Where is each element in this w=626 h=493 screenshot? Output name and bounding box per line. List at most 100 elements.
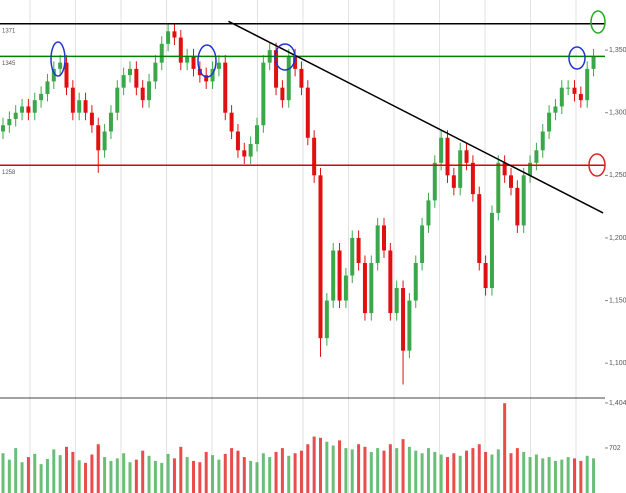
volume-bar bbox=[211, 455, 215, 493]
volume-bar bbox=[249, 460, 253, 493]
candle-body bbox=[420, 225, 425, 263]
candle-body bbox=[235, 131, 240, 151]
candle-body bbox=[432, 162, 437, 201]
volume-bar bbox=[14, 448, 18, 493]
volume-bar bbox=[490, 454, 494, 493]
candle-body bbox=[458, 150, 463, 188]
candle-body bbox=[343, 275, 348, 301]
volume-bar bbox=[426, 448, 430, 493]
candle-body bbox=[496, 162, 501, 213]
volume-bar bbox=[109, 460, 113, 493]
candle-body bbox=[166, 31, 171, 44]
volume-bar bbox=[357, 444, 361, 493]
volume-bar bbox=[363, 446, 367, 493]
volume-bar bbox=[20, 462, 24, 493]
candle-body bbox=[439, 137, 444, 163]
volume-bar bbox=[1, 453, 5, 493]
candle-body bbox=[45, 81, 50, 94]
candle-body bbox=[502, 162, 507, 176]
volume-bar bbox=[592, 458, 596, 493]
candle-body bbox=[331, 250, 336, 301]
candle-body bbox=[413, 262, 418, 301]
candle-body bbox=[229, 112, 234, 132]
candle-body bbox=[191, 56, 196, 69]
candle-body bbox=[280, 87, 285, 101]
volume-bar bbox=[414, 450, 418, 493]
volume-bar bbox=[45, 459, 49, 493]
candle-body bbox=[96, 125, 101, 151]
candle-body bbox=[572, 87, 577, 94]
candle-body bbox=[534, 150, 539, 163]
candle-body bbox=[178, 37, 183, 63]
volume-bar bbox=[484, 451, 488, 493]
volume-bar bbox=[84, 462, 88, 493]
volume-bar bbox=[71, 451, 75, 493]
candle-body bbox=[585, 68, 590, 101]
candle-body bbox=[445, 137, 450, 176]
volume-bar bbox=[160, 462, 164, 493]
volume-bar bbox=[573, 458, 576, 493]
volume-bar bbox=[395, 448, 399, 493]
volume-bar bbox=[344, 448, 348, 493]
volume-bar bbox=[496, 449, 500, 493]
candle-body bbox=[489, 212, 494, 289]
candle-body bbox=[261, 62, 266, 126]
candle-body bbox=[293, 56, 298, 69]
volume-bar bbox=[261, 453, 265, 493]
volume-bar bbox=[388, 444, 392, 493]
candle-body bbox=[299, 68, 304, 88]
candle-body bbox=[32, 100, 37, 113]
candle-body bbox=[451, 175, 456, 188]
candle-body bbox=[540, 131, 545, 151]
candle-body bbox=[242, 150, 247, 157]
volume-bar bbox=[560, 459, 564, 493]
volume-bar bbox=[7, 459, 11, 493]
candle-body bbox=[134, 68, 139, 88]
candle-body bbox=[286, 56, 291, 101]
volume-bar bbox=[287, 455, 291, 493]
volume-bar bbox=[401, 439, 405, 493]
y-tick-label: 1,100 bbox=[609, 360, 626, 367]
volume-bar bbox=[465, 450, 469, 493]
volume-bar bbox=[553, 460, 557, 493]
level-label: 1258 bbox=[2, 170, 16, 176]
volume-bar bbox=[230, 448, 234, 493]
volume-bar bbox=[172, 458, 176, 493]
volume-bar bbox=[458, 455, 462, 493]
candle-body bbox=[509, 175, 513, 188]
volume-bar bbox=[452, 453, 456, 493]
volume-bar bbox=[350, 449, 354, 493]
candle-body bbox=[483, 262, 488, 289]
volume-bar bbox=[128, 462, 132, 493]
volume-bar bbox=[306, 444, 310, 493]
volume-bar bbox=[528, 457, 532, 493]
candle-body bbox=[147, 81, 152, 101]
candle-body bbox=[70, 87, 75, 113]
candle-body bbox=[159, 43, 164, 63]
volume-bar bbox=[566, 457, 570, 493]
trend-line bbox=[228, 20, 604, 214]
candle-body bbox=[185, 56, 190, 63]
candle-body bbox=[559, 87, 564, 107]
volume-bar bbox=[153, 460, 157, 493]
volume-bar bbox=[236, 450, 240, 493]
volume-bar bbox=[223, 453, 227, 493]
y-tick-label: 1,300 bbox=[609, 110, 626, 117]
candle-body bbox=[128, 68, 132, 76]
y-tick-label: 1,200 bbox=[609, 235, 626, 242]
candle-body bbox=[216, 62, 221, 69]
candle-body bbox=[58, 62, 63, 69]
candle-body bbox=[39, 93, 44, 101]
volume-bar bbox=[420, 453, 424, 493]
marks bbox=[1, 23, 596, 493]
candle-body bbox=[401, 288, 406, 351]
candle-body bbox=[375, 225, 380, 263]
volume-bar bbox=[522, 451, 526, 493]
circle-marker bbox=[274, 43, 296, 71]
candle-body bbox=[470, 162, 475, 195]
volume-bar bbox=[274, 451, 278, 493]
volume-bar bbox=[90, 454, 94, 493]
volume-bar bbox=[534, 454, 538, 493]
candle-body bbox=[26, 106, 31, 113]
candle-body bbox=[210, 68, 215, 82]
